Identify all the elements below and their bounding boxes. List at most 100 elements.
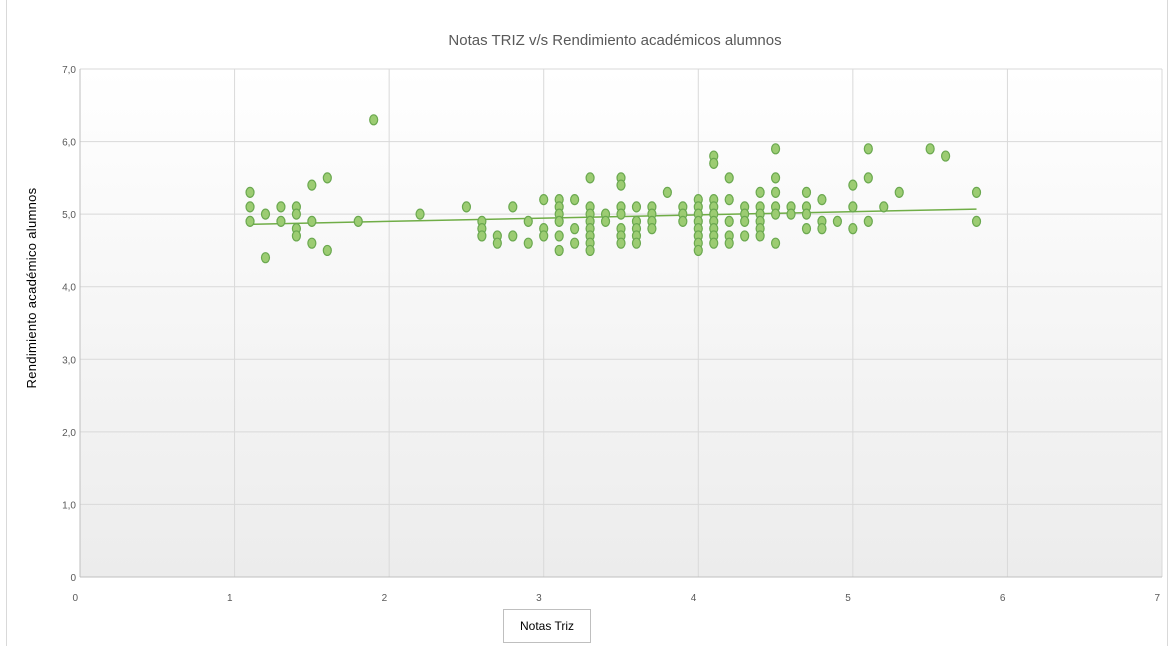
data-point: [940, 150, 951, 162]
data-point: [523, 215, 533, 227]
data-point: [554, 230, 564, 242]
chart-frame: [6, 0, 1168, 646]
data-point: [693, 244, 703, 257]
data-point: [863, 215, 873, 227]
data-point: [647, 223, 657, 235]
data-point: [848, 179, 858, 191]
data-point: [461, 201, 472, 213]
data-point: [260, 208, 271, 220]
data-point: [971, 186, 982, 198]
data-point: [863, 143, 873, 155]
data-point: [276, 201, 286, 213]
data-point: [554, 215, 564, 227]
y-tick-label: 2,0: [62, 428, 76, 439]
data-point: [971, 215, 982, 227]
data-point: [585, 172, 595, 184]
data-point: [662, 186, 672, 198]
data-point: [832, 215, 843, 227]
x-tick-label: 4: [691, 593, 697, 604]
data-point: [245, 201, 255, 213]
x-tick-label: 1: [227, 593, 233, 604]
data-point: [817, 194, 827, 206]
data-point: [770, 186, 781, 198]
data-point: [508, 230, 518, 242]
data-point: [925, 143, 935, 155]
data-point: [616, 208, 626, 220]
data-point: [508, 201, 518, 213]
data-point: [894, 186, 904, 198]
data-point: [709, 157, 719, 169]
data-points: [245, 114, 982, 264]
data-point: [848, 201, 858, 213]
x-tick-label: 7: [1154, 593, 1160, 604]
y-tick-label: 7,0: [62, 65, 76, 76]
data-point: [616, 237, 626, 249]
data-point: [477, 230, 487, 242]
data-point: [755, 186, 765, 198]
chart-title: Notas TRIZ v/s Rendimiento académicos al…: [448, 32, 781, 49]
data-point: [291, 208, 301, 220]
data-point: [415, 208, 425, 220]
data-point: [724, 215, 734, 227]
data-point: [570, 194, 580, 206]
data-point: [770, 172, 781, 184]
data-point: [539, 230, 549, 242]
data-point: [755, 230, 765, 242]
data-point: [276, 215, 286, 227]
data-point: [724, 237, 734, 249]
data-point: [492, 237, 502, 249]
data-point: [801, 186, 812, 198]
x-axis-title: Notas Triz: [519, 619, 574, 633]
data-point: [322, 244, 332, 257]
data-point: [600, 215, 611, 227]
data-point: [291, 230, 301, 242]
data-point: [353, 215, 363, 227]
data-point: [307, 237, 317, 249]
y-tick-label: 1,0: [62, 500, 76, 511]
data-point: [631, 201, 642, 213]
data-point: [786, 208, 796, 220]
data-point: [770, 208, 781, 220]
data-point: [570, 223, 580, 235]
data-point: [709, 237, 719, 249]
data-point: [570, 237, 580, 249]
data-point: [848, 223, 858, 235]
data-point: [740, 215, 750, 227]
data-point: [801, 208, 812, 220]
data-point: [801, 223, 812, 235]
y-tick-label: 6,0: [62, 138, 76, 149]
y-tick-label: 5,0: [62, 210, 76, 221]
data-point: [678, 215, 688, 227]
grid: [80, 68, 1163, 577]
axes: [79, 69, 1162, 578]
y-tick-label: 0: [70, 573, 76, 584]
trendline-group: [250, 208, 977, 226]
data-point: [770, 237, 781, 249]
data-point: [539, 194, 549, 206]
data-point: [863, 172, 873, 184]
data-point: [879, 201, 889, 213]
data-point: [554, 244, 564, 257]
tick-labels: 0 1 2 3 4 5 6 7 0 1,0 2,0 3,0 4,0 5,0 6,0 7,0: [62, 65, 1160, 604]
data-point: [322, 172, 332, 184]
data-point: [245, 215, 255, 227]
data-point: [817, 223, 827, 235]
data-point: [616, 179, 626, 191]
x-tick-label: 2: [382, 593, 388, 604]
y-tick-label: 3,0: [62, 355, 76, 366]
data-point: [770, 143, 781, 155]
data-point: [369, 114, 379, 126]
y-axis-title: Rendimiento académico alumnos: [24, 187, 39, 388]
y-tick-label: 4,0: [62, 283, 76, 294]
trendline: [250, 208, 977, 226]
x-tick-label: 6: [1000, 593, 1006, 604]
data-point: [260, 252, 271, 264]
plot-area: [80, 69, 1162, 577]
data-point: [585, 244, 595, 257]
data-point: [631, 237, 642, 249]
data-point: [724, 194, 734, 206]
data-point: [740, 230, 750, 242]
x-tick-label: 3: [536, 593, 542, 604]
data-point: [245, 186, 255, 198]
